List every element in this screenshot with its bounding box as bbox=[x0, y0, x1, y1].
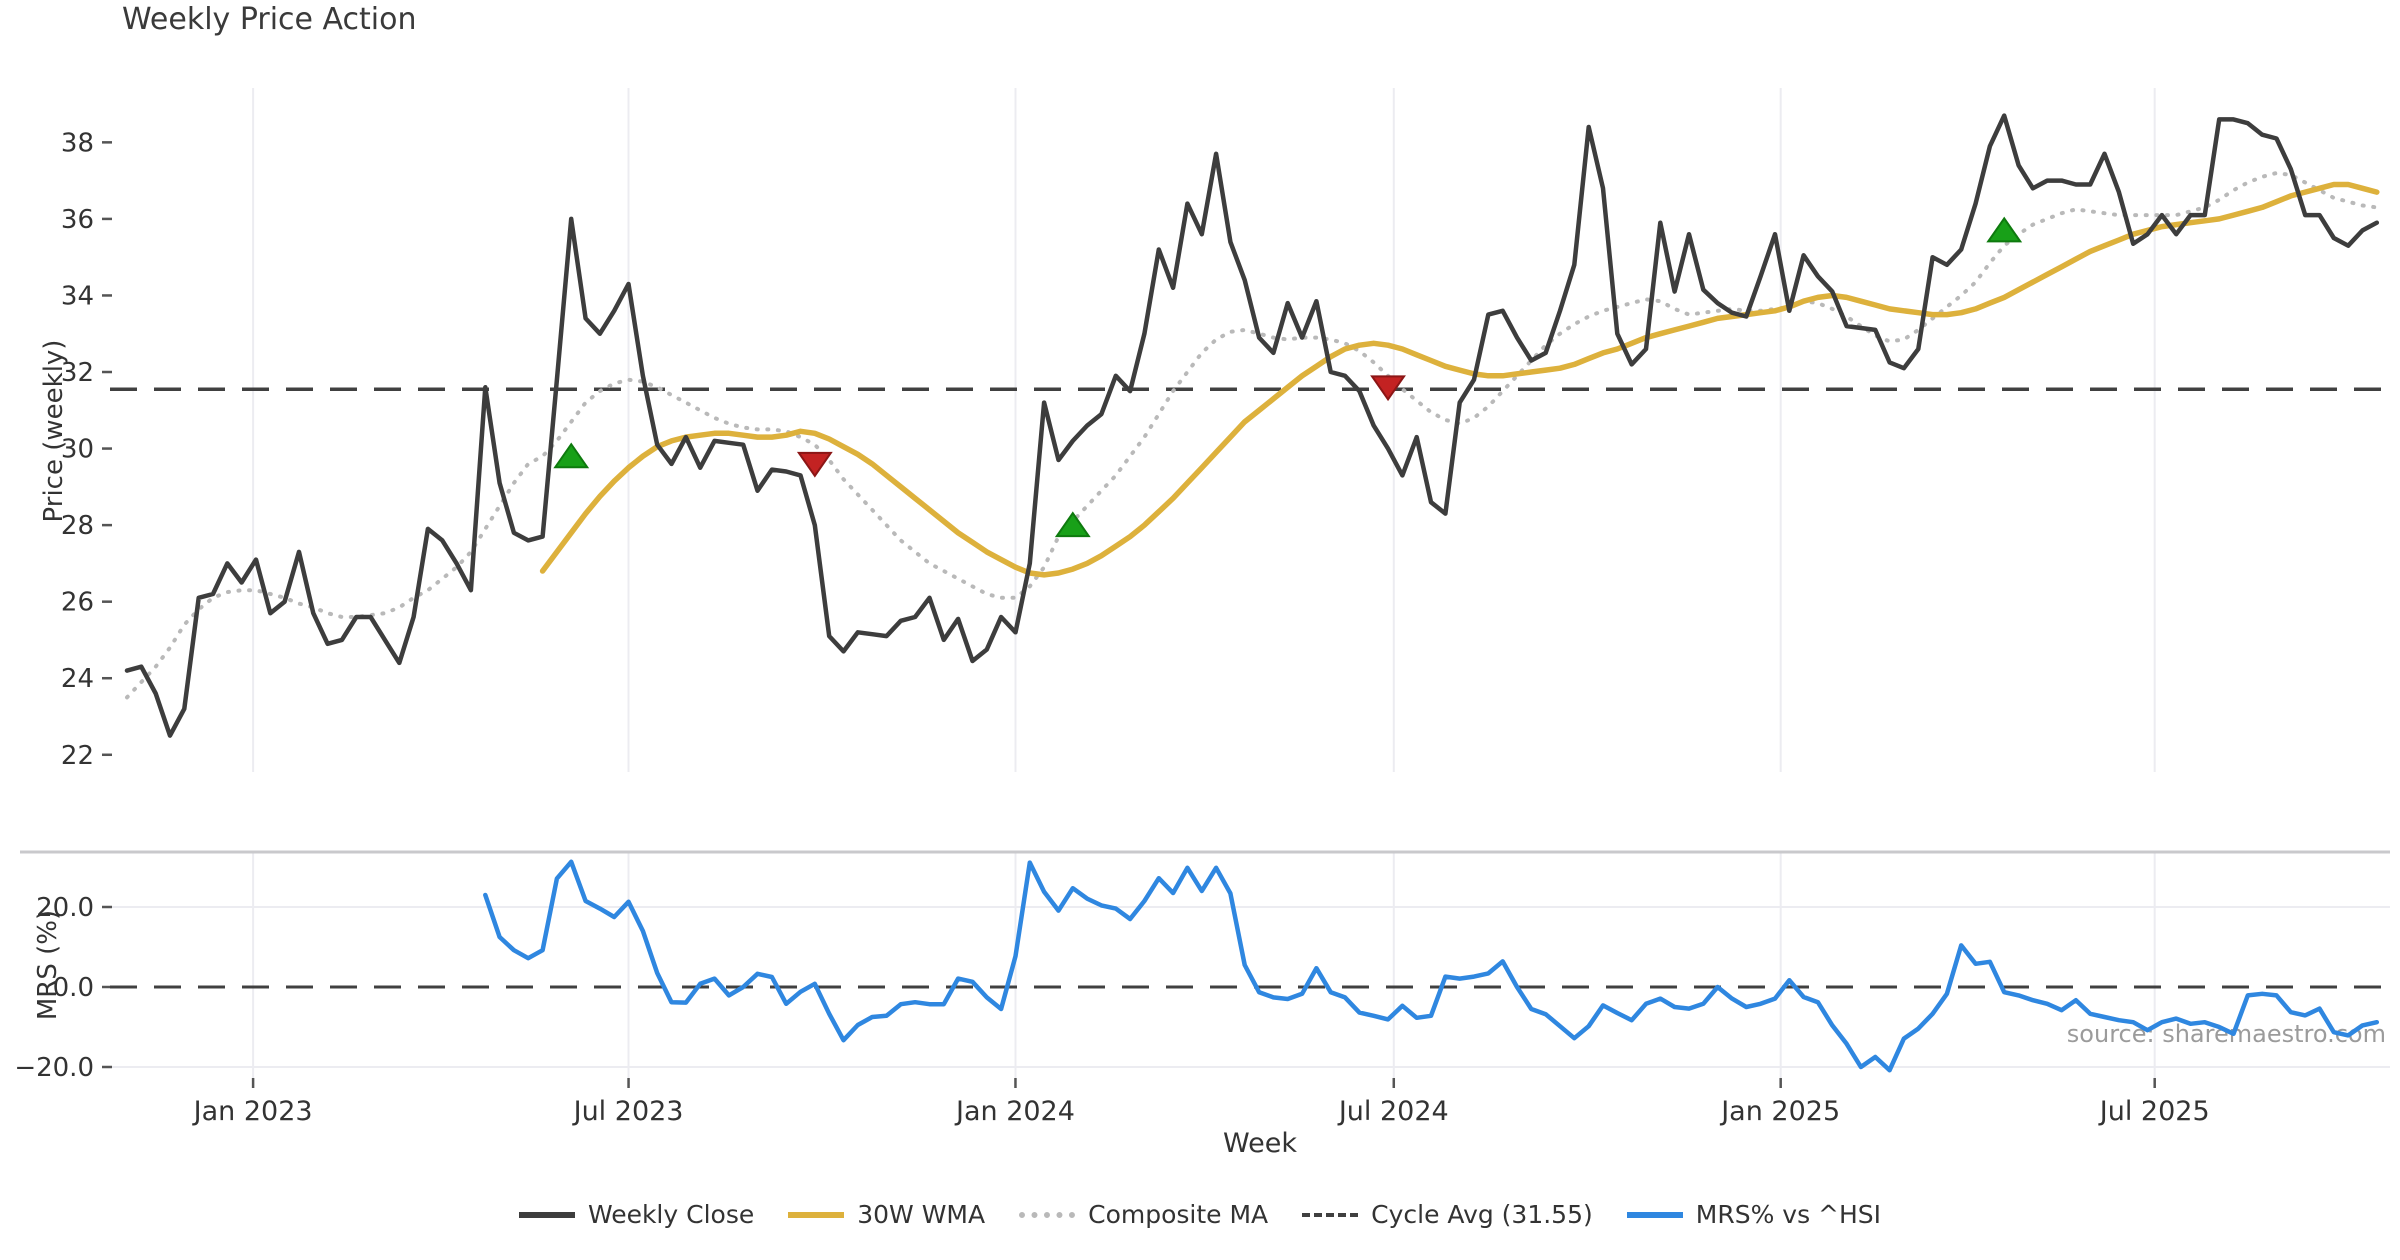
30w-wma-line bbox=[539, 181, 2380, 578]
x-tick-label: Jan 2024 bbox=[954, 1096, 1075, 1127]
legend-item-mrs-vs-hsi: MRS% vs ^HSI bbox=[1626, 1200, 1882, 1229]
x-tick-label: Jul 2024 bbox=[1337, 1096, 1449, 1127]
buy-marker-icon bbox=[1054, 511, 1091, 538]
page-title: Weekly Price Action bbox=[122, 2, 417, 37]
price-tick-label: 34 bbox=[61, 281, 94, 311]
legend-line-sample bbox=[1626, 1211, 1683, 1218]
legend-line-sample bbox=[518, 1211, 575, 1218]
legend-item-composite-ma: Composite MA bbox=[1019, 1200, 1268, 1229]
legend-label: MRS% vs ^HSI bbox=[1695, 1200, 1882, 1229]
buy-marker-icon bbox=[553, 442, 590, 469]
mrs-vs-hsi-line bbox=[483, 859, 2380, 1073]
price-tick-label: 36 bbox=[61, 205, 94, 235]
composite-ma-line bbox=[125, 171, 2379, 700]
legend-line-sample bbox=[1019, 1211, 1076, 1218]
weekly-close-line bbox=[124, 113, 2380, 738]
legend-label: Weekly Close bbox=[587, 1200, 755, 1229]
x-tick-label: Jan 2023 bbox=[192, 1096, 313, 1127]
mrs-tick-label: 20.0 bbox=[36, 893, 94, 923]
price-tick-label: 22 bbox=[61, 741, 94, 771]
price-tick-label: 26 bbox=[61, 588, 94, 618]
x-tick-label: Jul 2023 bbox=[572, 1096, 684, 1127]
legend-item-cycle-avg-31-55-: Cycle Avg (31.55) bbox=[1302, 1200, 1593, 1229]
buy-marker-icon bbox=[1986, 216, 2023, 243]
legend-item-30w-wma: 30W WMA bbox=[788, 1200, 985, 1229]
price-tick-label: 38 bbox=[61, 128, 94, 158]
legend-line-sample bbox=[1302, 1212, 1359, 1217]
sell-marker-icon bbox=[1370, 375, 1406, 402]
legend: Weekly Close 30W WMA Composite MA Cycle Avg… bbox=[0, 1200, 2400, 1229]
price-tick-label: 24 bbox=[61, 664, 94, 694]
price-tick-label: 28 bbox=[61, 511, 94, 541]
x-axis-label: Week bbox=[1223, 1128, 1297, 1159]
mrs-tick-label: 0.0 bbox=[53, 973, 94, 1003]
sell-marker-icon bbox=[796, 451, 833, 478]
x-tick-label: Jan 2025 bbox=[1719, 1096, 1840, 1127]
price-tick-label: 30 bbox=[61, 435, 94, 465]
legend-line-sample bbox=[788, 1211, 845, 1218]
mrs-tick-label: −20.0 bbox=[14, 1053, 94, 1083]
legend-item-weekly-close: Weekly Close bbox=[518, 1200, 755, 1229]
price-tick-label: 32 bbox=[61, 358, 94, 388]
legend-label: 30W WMA bbox=[857, 1200, 986, 1229]
legend-label: Cycle Avg (31.55) bbox=[1371, 1200, 1593, 1229]
legend-label: Composite MA bbox=[1088, 1200, 1269, 1229]
x-tick-label: Jul 2025 bbox=[2098, 1096, 2210, 1127]
